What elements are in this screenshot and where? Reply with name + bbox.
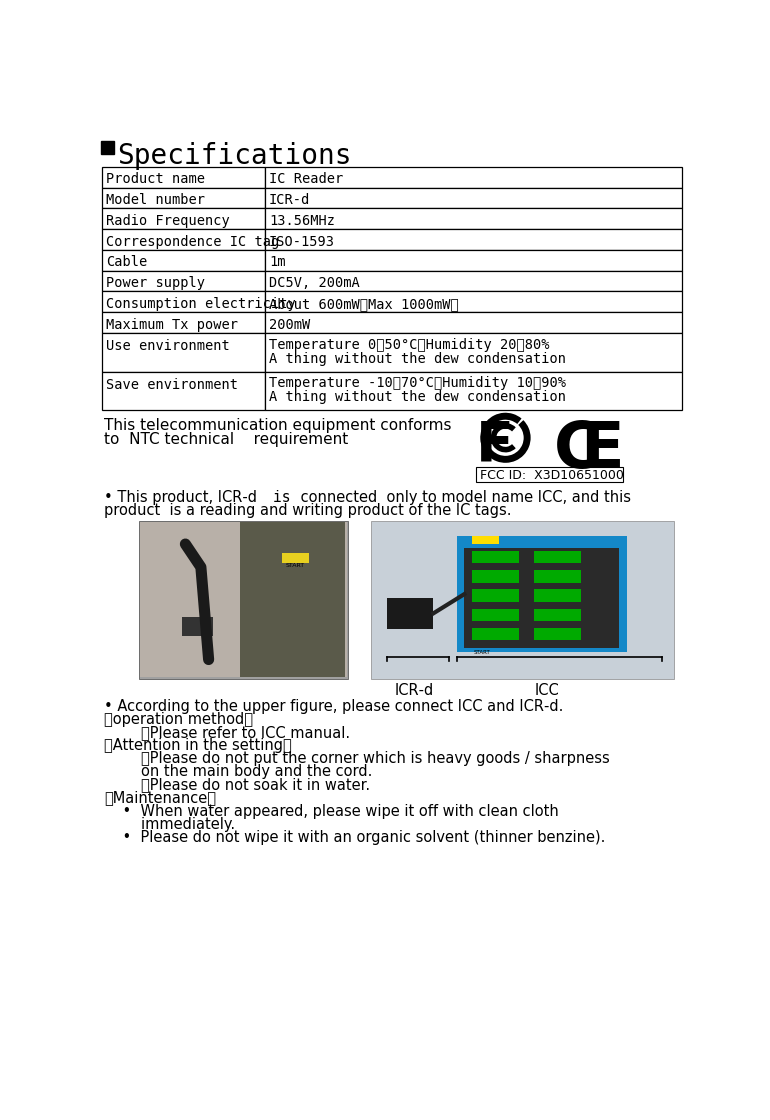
Bar: [534, 570, 581, 582]
Bar: [476, 467, 623, 483]
Bar: [239, 522, 345, 678]
Bar: [265, 187, 682, 208]
Bar: [472, 551, 519, 563]
Bar: [102, 271, 265, 291]
Text: immediately.: immediately.: [104, 816, 235, 832]
Text: Power supply: Power supply: [106, 277, 206, 290]
Bar: [101, 141, 114, 155]
Bar: [102, 230, 265, 250]
Text: • This product, ICR‑d: • This product, ICR‑d: [104, 491, 262, 505]
Text: Temperature -10～70°C　Humidity 10～90%: Temperature -10～70°C Humidity 10～90%: [269, 376, 566, 390]
Text: ・Please refer to ICC manual.: ・Please refer to ICC manual.: [104, 725, 350, 740]
Bar: [534, 609, 581, 620]
Bar: [534, 551, 581, 563]
Text: is: is: [273, 491, 300, 505]
Bar: [139, 521, 348, 679]
Text: Specifications: Specifications: [117, 142, 352, 170]
Bar: [371, 521, 674, 679]
Bar: [265, 167, 682, 187]
Text: About 600mW（Max 1000mW）: About 600mW（Max 1000mW）: [269, 297, 459, 311]
Bar: [265, 312, 682, 333]
Text: DC5V, 200mA: DC5V, 200mA: [269, 277, 360, 290]
Bar: [464, 548, 619, 648]
Bar: [283, 552, 310, 563]
Bar: [102, 291, 265, 312]
Text: IC Reader: IC Reader: [269, 172, 343, 186]
Text: 200mW: 200mW: [269, 318, 310, 332]
Bar: [265, 333, 682, 372]
Text: Product name: Product name: [106, 172, 206, 186]
Bar: [102, 372, 265, 410]
Bar: [102, 167, 265, 187]
Bar: [265, 291, 682, 312]
Text: 〈Attention in the setting〉: 〈Attention in the setting〉: [104, 738, 292, 753]
Text: F: F: [476, 419, 514, 473]
Bar: [472, 628, 519, 641]
Bar: [265, 250, 682, 271]
Text: product  is a reading and writing product of the IC tags.: product is a reading and writing product…: [104, 503, 511, 519]
Text: START: START: [474, 650, 490, 654]
Text: Radio Frequency: Radio Frequency: [106, 214, 230, 227]
Text: Maximum Tx power: Maximum Tx power: [106, 318, 239, 332]
Text: Use environment: Use environment: [106, 339, 230, 353]
Text: ・Please do not soak it in water.: ・Please do not soak it in water.: [104, 777, 370, 792]
Bar: [265, 208, 682, 230]
Bar: [534, 589, 581, 601]
Text: FCC ID:  X3D10651000: FCC ID: X3D10651000: [480, 468, 624, 482]
Text: ・Please do not put the corner which is heavy goods / sharpness: ・Please do not put the corner which is h…: [104, 752, 610, 766]
Text: •  When water appeared, please wipe it off with clean cloth: • When water appeared, please wipe it of…: [104, 803, 559, 819]
Text: ICC: ICC: [534, 682, 559, 698]
Bar: [265, 230, 682, 250]
Text: E: E: [580, 419, 624, 480]
Text: ISO-1593: ISO-1593: [269, 234, 335, 249]
Text: C: C: [554, 419, 601, 480]
Bar: [102, 187, 265, 208]
Bar: [472, 570, 519, 582]
Text: This telecommunication equipment conforms: This telecommunication equipment conform…: [104, 418, 451, 432]
Text: 1m: 1m: [269, 255, 286, 270]
Text: Consumption electricity: Consumption electricity: [106, 297, 296, 311]
Bar: [387, 598, 434, 628]
Bar: [182, 617, 213, 636]
Text: ICR‑d: ICR‑d: [394, 682, 434, 698]
Bar: [457, 536, 627, 652]
Bar: [472, 589, 519, 601]
Text: connected  only to model name ICC, and this: connected only to model name ICC, and th…: [296, 491, 631, 505]
Bar: [140, 522, 346, 678]
Bar: [472, 609, 519, 620]
Text: A thing without the dew condensation: A thing without the dew condensation: [269, 390, 566, 404]
Bar: [102, 333, 265, 372]
Bar: [102, 208, 265, 230]
Text: ICR-d: ICR-d: [269, 193, 310, 207]
Text: 〈operation method〉: 〈operation method〉: [104, 712, 253, 727]
Text: to  NTC technical    requirement: to NTC technical requirement: [104, 431, 348, 447]
Text: Temperature 0～50°C　Humidity 20～80%: Temperature 0～50°C Humidity 20～80%: [269, 338, 550, 352]
Bar: [534, 628, 581, 641]
Text: •  Please do not wipe it with an organic solvent (thinner benzine).: • Please do not wipe it with an organic …: [104, 830, 605, 844]
Text: Correspondence IC tag: Correspondence IC tag: [106, 234, 280, 249]
Text: 〈Maintenance〉: 〈Maintenance〉: [104, 791, 216, 805]
Text: Save environment: Save environment: [106, 377, 239, 392]
Text: Cable: Cable: [106, 255, 148, 270]
Bar: [472, 536, 499, 544]
Text: on the main body and the cord.: on the main body and the cord.: [104, 764, 373, 780]
Bar: [265, 372, 682, 410]
Text: Model number: Model number: [106, 193, 206, 207]
Bar: [265, 271, 682, 291]
Bar: [102, 312, 265, 333]
Text: 13.56MHz: 13.56MHz: [269, 214, 335, 227]
Text: A thing without the dew condensation: A thing without the dew condensation: [269, 352, 566, 365]
Text: START: START: [286, 562, 305, 568]
Text: • According to the upper figure, please connect ICC and ICR‑d.: • According to the upper figure, please …: [104, 699, 564, 713]
Bar: [102, 250, 265, 271]
